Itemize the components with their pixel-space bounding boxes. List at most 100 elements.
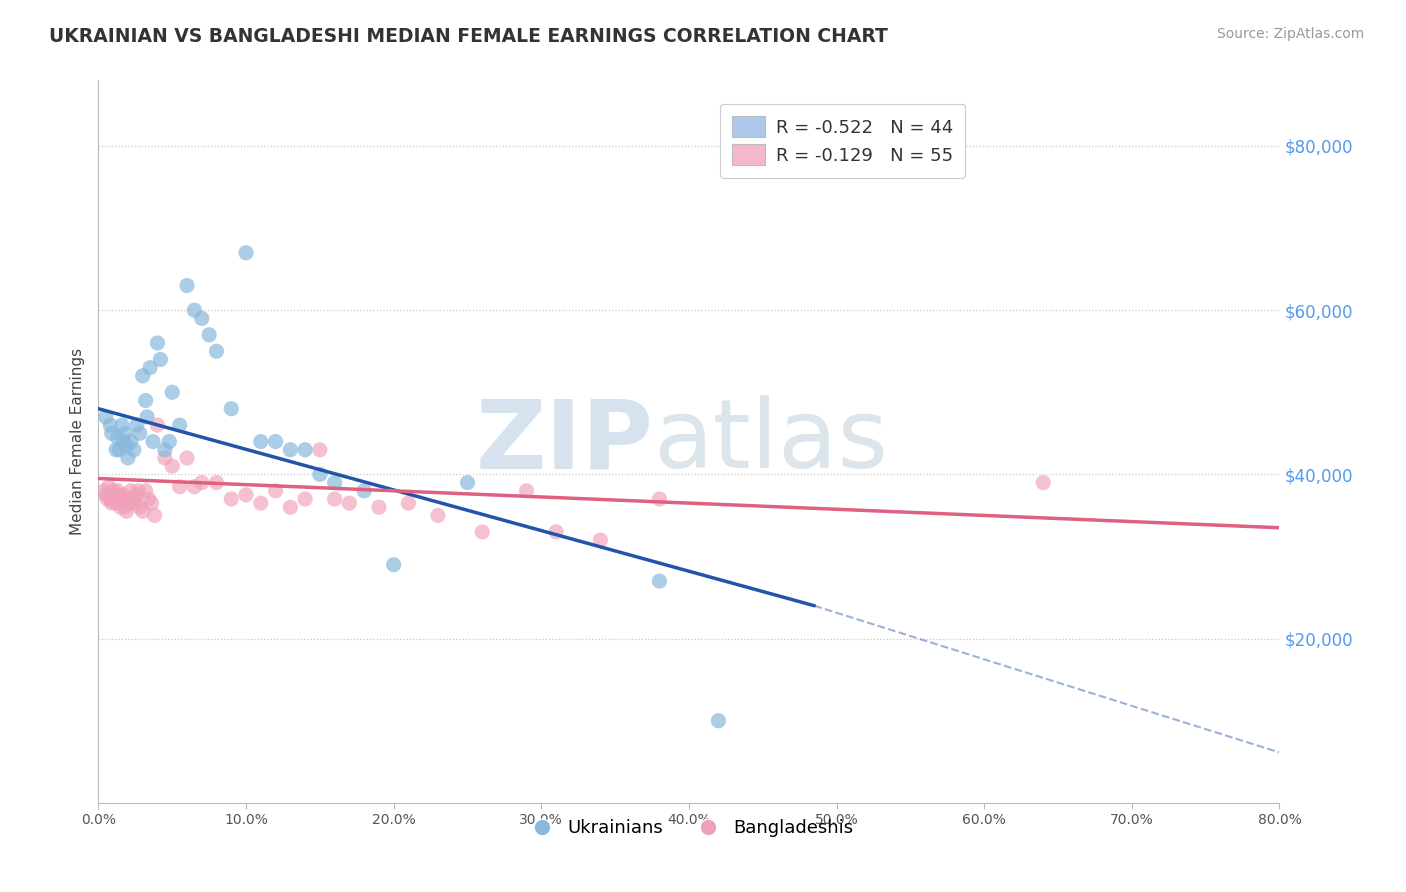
Point <box>153 442 176 457</box>
Point <box>280 500 302 515</box>
Point <box>589 533 612 547</box>
Point <box>205 344 228 359</box>
Point <box>157 434 180 449</box>
Point <box>125 488 148 502</box>
Point <box>146 336 169 351</box>
Point <box>111 491 134 506</box>
Point <box>471 524 494 539</box>
Point <box>339 496 361 510</box>
Point <box>1032 475 1054 490</box>
Point <box>235 245 257 260</box>
Text: ZIP: ZIP <box>475 395 654 488</box>
Text: UKRAINIAN VS BANGLADESHI MEDIAN FEMALE EARNINGS CORRELATION CHART: UKRAINIAN VS BANGLADESHI MEDIAN FEMALE E… <box>49 27 889 45</box>
Point <box>427 508 450 523</box>
Point <box>235 488 257 502</box>
Point <box>153 450 176 465</box>
Point <box>128 500 150 515</box>
Point <box>135 393 157 408</box>
Point <box>108 488 131 502</box>
Point <box>112 488 135 502</box>
Point <box>94 409 117 424</box>
Point <box>98 491 121 506</box>
Point <box>100 496 122 510</box>
Text: Source: ZipAtlas.com: Source: ZipAtlas.com <box>1216 27 1364 41</box>
Point <box>98 418 121 433</box>
Point <box>135 483 157 498</box>
Point <box>176 278 198 293</box>
Point <box>114 426 136 441</box>
Point <box>112 434 135 449</box>
Point <box>96 491 118 506</box>
Point <box>264 483 287 498</box>
Point <box>205 475 228 490</box>
Point <box>221 401 243 416</box>
Point <box>323 475 346 490</box>
Point <box>125 418 148 433</box>
Point <box>107 430 129 444</box>
Point <box>398 496 420 510</box>
Point <box>115 504 138 518</box>
Point <box>382 558 405 572</box>
Point <box>221 491 243 506</box>
Point <box>162 459 183 474</box>
Point <box>309 467 332 482</box>
Point <box>457 475 479 490</box>
Point <box>143 508 166 523</box>
Point <box>546 524 568 539</box>
Point <box>120 434 142 449</box>
Point <box>97 480 120 494</box>
Point <box>128 426 150 441</box>
Point <box>264 434 287 449</box>
Point <box>122 442 145 457</box>
Point <box>94 488 117 502</box>
Point <box>105 442 128 457</box>
Point <box>117 450 139 465</box>
Point <box>108 442 131 457</box>
Point <box>146 418 169 433</box>
Point <box>707 714 730 728</box>
Point <box>100 426 122 441</box>
Point <box>132 368 155 383</box>
Point <box>250 496 273 510</box>
Point <box>103 483 125 498</box>
Point <box>149 352 172 367</box>
Point <box>141 496 163 510</box>
Point <box>176 450 198 465</box>
Point <box>138 491 160 506</box>
Point <box>280 442 302 457</box>
Point <box>516 483 538 498</box>
Point <box>309 442 332 457</box>
Point <box>169 480 191 494</box>
Point <box>104 491 127 506</box>
Point <box>122 491 145 506</box>
Point <box>323 491 346 506</box>
Point <box>124 496 146 510</box>
Point <box>139 360 162 375</box>
Point <box>250 434 273 449</box>
Text: atlas: atlas <box>654 395 889 488</box>
Point <box>142 434 165 449</box>
Point <box>353 483 375 498</box>
Point <box>648 574 671 588</box>
Point <box>183 480 205 494</box>
Legend: Ukrainians, Bangladeshis: Ukrainians, Bangladeshis <box>517 812 860 845</box>
Point <box>114 500 136 515</box>
Point <box>162 385 183 400</box>
Point <box>127 483 149 498</box>
Point <box>294 491 316 506</box>
Point <box>105 496 128 510</box>
Point <box>110 500 132 515</box>
Point <box>120 483 142 498</box>
Point <box>198 327 221 342</box>
Point <box>111 418 134 433</box>
Point <box>368 500 391 515</box>
Point <box>191 475 214 490</box>
Point <box>132 504 155 518</box>
Point <box>648 491 671 506</box>
Point <box>115 439 138 453</box>
Point <box>183 303 205 318</box>
Point <box>169 418 191 433</box>
Point <box>107 483 129 498</box>
Point <box>136 409 159 424</box>
Point <box>117 491 139 506</box>
